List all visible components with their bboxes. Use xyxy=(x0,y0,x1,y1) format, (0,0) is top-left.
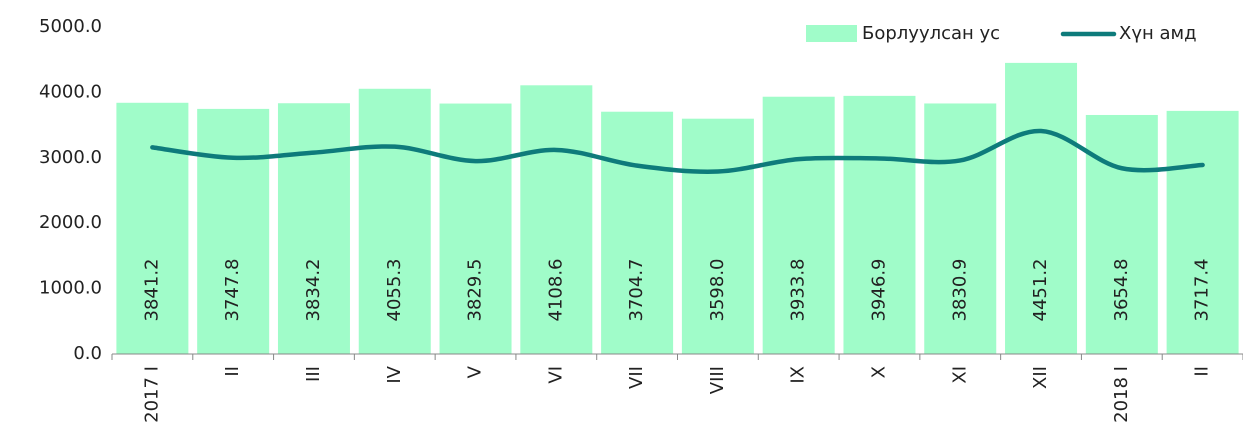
data-label: 3654.8 xyxy=(1111,259,1132,322)
y-tick-label: 2000.0 xyxy=(39,212,102,233)
bar xyxy=(1166,110,1239,354)
x-tick-label: V xyxy=(465,365,486,378)
x-tick-label: VI xyxy=(545,366,566,384)
x-tick-label: II xyxy=(1192,366,1213,377)
data-label: 3598.0 xyxy=(707,259,728,322)
bar xyxy=(1085,114,1158,355)
data-label: 3717.4 xyxy=(1192,259,1213,322)
line xyxy=(150,128,1205,174)
data-label: 4055.3 xyxy=(384,259,405,322)
bar xyxy=(924,103,997,354)
legend-label: Борлуулсан ус xyxy=(862,23,1000,44)
y-tick-label: 3000.0 xyxy=(39,147,102,168)
data-label: 4451.2 xyxy=(1030,259,1051,322)
y-tick-label: 5000.0 xyxy=(39,16,102,37)
bar xyxy=(116,102,189,354)
data-label: 3747.8 xyxy=(222,259,243,322)
x-tick-label: XII xyxy=(1030,366,1051,389)
x-tick-label: 2018 I xyxy=(1111,366,1132,423)
bar xyxy=(1005,62,1078,355)
bar xyxy=(601,111,674,355)
bar xyxy=(843,95,916,354)
x-tick-label: III xyxy=(303,366,324,382)
legend-label: Хүн амд xyxy=(1119,23,1197,44)
y-tick-label: 4000.0 xyxy=(39,81,102,102)
x-tick-label: XI xyxy=(949,366,970,384)
x-tick-label: II xyxy=(222,366,243,377)
data-label: 3704.7 xyxy=(626,259,647,322)
x-tick-label: VII xyxy=(626,366,647,389)
legend-swatch xyxy=(806,25,857,42)
bar xyxy=(681,118,754,355)
bar xyxy=(520,85,593,355)
y-tick-label: 0.0 xyxy=(73,343,102,364)
bar xyxy=(277,103,350,354)
bar xyxy=(439,103,512,355)
data-label: 3834.2 xyxy=(303,259,324,322)
data-label: 4108.6 xyxy=(545,259,566,322)
x-tick-label: IX xyxy=(788,366,809,384)
data-label: 3946.9 xyxy=(868,259,889,322)
y-tick-label: 1000.0 xyxy=(39,278,102,299)
x-tick-label: X xyxy=(868,366,889,378)
x-tick-label: VIII xyxy=(707,366,728,394)
data-label: 3841.2 xyxy=(141,259,162,322)
bar xyxy=(762,96,835,354)
data-label: 3829.5 xyxy=(465,259,486,322)
x-tick-label: IV xyxy=(384,365,405,383)
data-label: 3830.9 xyxy=(949,259,970,322)
x-tick-label: 2017 I xyxy=(141,366,162,423)
bar xyxy=(197,108,270,354)
bar xyxy=(358,88,431,354)
data-label: 3933.8 xyxy=(788,259,809,322)
